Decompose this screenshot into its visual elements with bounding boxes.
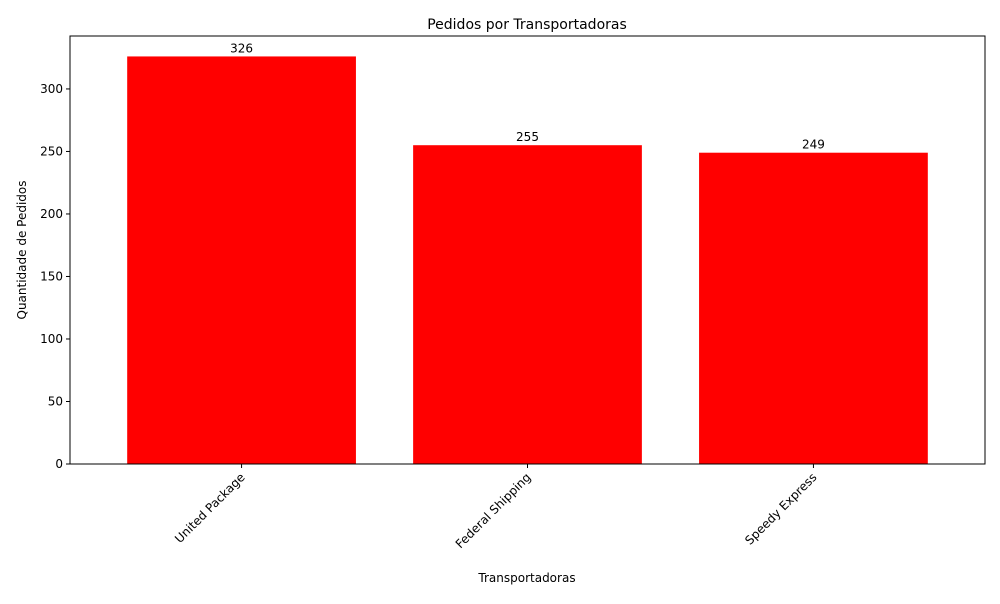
data-labels-group: 326 255 249: [230, 41, 825, 151]
bar: [127, 56, 356, 464]
bars-group: [127, 56, 928, 465]
y-tick-label: 100: [40, 332, 63, 346]
bar-value-label: 326: [230, 41, 253, 55]
y-axis-label: Quantidade de Pedidos: [15, 180, 29, 319]
bar-value-label: 255: [516, 130, 539, 144]
y-axis-ticks: 0 50 100 150 200 250 300: [40, 82, 70, 471]
y-tick-label: 200: [40, 207, 63, 221]
y-tick-label: 0: [55, 457, 63, 471]
y-tick-label: 150: [40, 269, 63, 283]
x-axis-label: Transportadoras: [477, 571, 575, 585]
chart-title: Pedidos por Transportadoras: [427, 17, 627, 33]
bar: [413, 145, 642, 465]
bar-value-label: 249: [802, 138, 825, 152]
y-tick-label: 250: [40, 144, 63, 158]
y-tick-label: 50: [48, 394, 63, 408]
plot-area-frame: [69, 35, 986, 465]
bar: [699, 152, 928, 465]
y-tick-label: 300: [40, 82, 63, 96]
